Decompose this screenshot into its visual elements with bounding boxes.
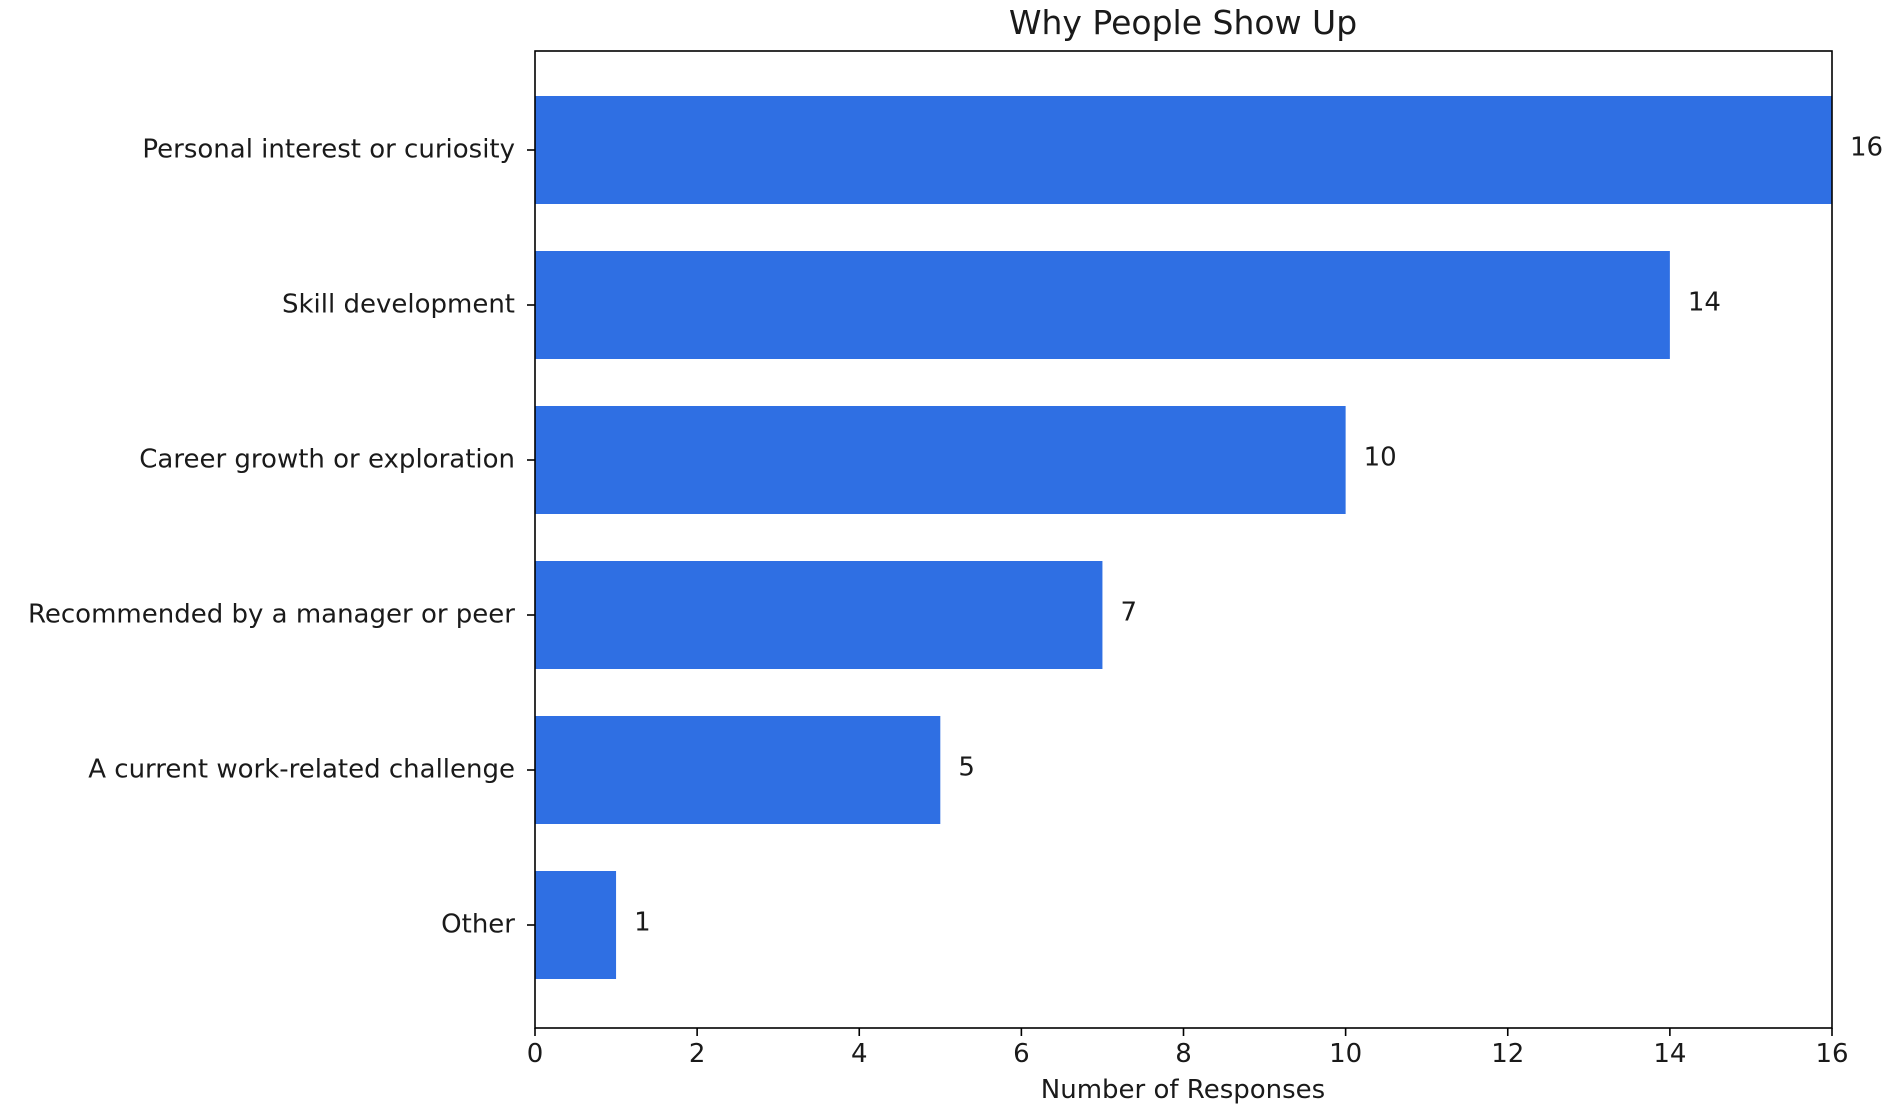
bar-value-label: 1 (634, 908, 651, 938)
bar (535, 406, 1346, 514)
bar-value-label: 14 (1688, 288, 1721, 318)
chart-title: Why People Show Up (1009, 3, 1357, 42)
bar (535, 96, 1832, 204)
bar (535, 251, 1670, 359)
bar-value-label: 10 (1364, 443, 1397, 473)
bar (535, 716, 941, 824)
bars-layer: 16 14 10 7 5 1 (535, 96, 1883, 979)
y-axis: Personal interest or curiosity Skill deve… (28, 135, 535, 940)
plot-frame (534, 50, 1833, 1029)
x-tick-label: 0 (527, 1039, 544, 1069)
x-tick-label: 8 (1175, 1039, 1192, 1069)
bar-value-label: 7 (1120, 598, 1137, 628)
bar (535, 871, 617, 979)
x-axis: 0 2 4 6 8 10 12 14 16 (527, 1028, 1849, 1069)
y-tick-label: Personal interest or curiosity (142, 135, 515, 165)
x-tick-label: 12 (1491, 1039, 1524, 1069)
bar-value-label: 16 (1850, 133, 1883, 163)
y-tick-label: Skill development (282, 290, 515, 320)
y-tick-label: Recommended by a manager or peer (28, 600, 515, 630)
bar (535, 561, 1103, 669)
x-axis-label: Number of Responses (1041, 1075, 1325, 1105)
y-tick-label: Other (441, 910, 515, 940)
x-tick-label: 14 (1653, 1039, 1686, 1069)
x-tick-label: 16 (1815, 1039, 1848, 1069)
x-tick-label: 2 (689, 1039, 706, 1069)
x-tick-label: 10 (1329, 1039, 1362, 1069)
y-tick-label: A current work-related challenge (88, 755, 515, 785)
x-tick-label: 4 (851, 1039, 868, 1069)
bar-value-label: 5 (958, 753, 975, 783)
x-tick-label: 6 (1013, 1039, 1030, 1069)
y-tick-label: Career growth or exploration (139, 445, 515, 475)
